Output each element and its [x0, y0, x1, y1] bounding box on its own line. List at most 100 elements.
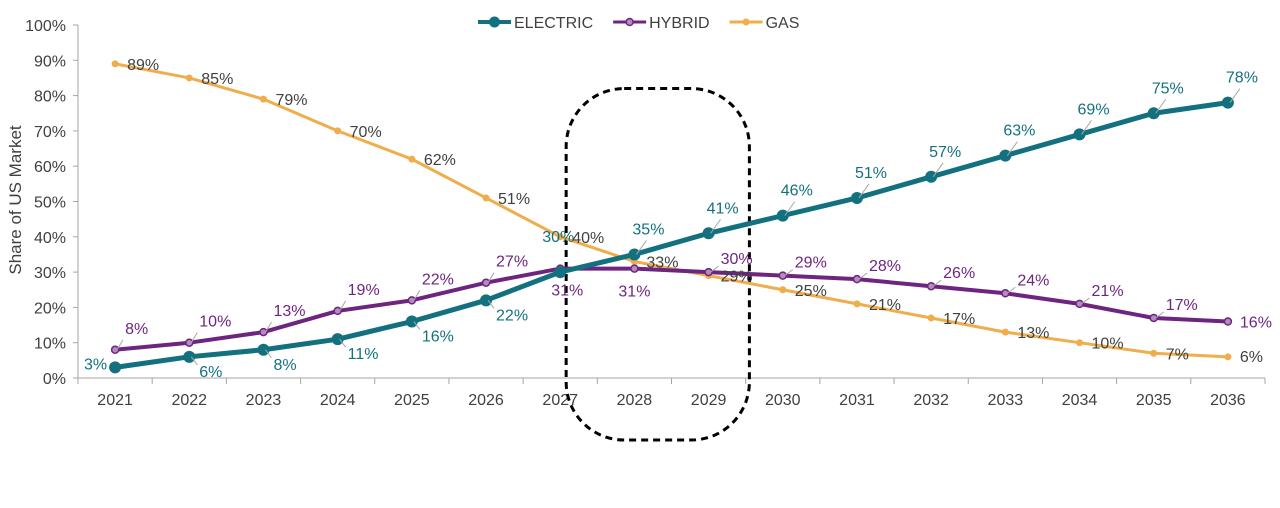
y-tick-label: 40%: [34, 230, 66, 247]
hybrid-legend-marker: [625, 17, 634, 27]
x-tick-label: 2022: [171, 392, 207, 409]
hybrid-label-leader: [190, 332, 198, 343]
electric-point: [628, 248, 641, 261]
electric-label-leader: [932, 162, 944, 178]
hybrid-point: [852, 274, 862, 284]
hybrid-label-leader: [710, 265, 719, 273]
hybrid-point: [704, 267, 713, 277]
hybrid-data-label: 21%: [1092, 283, 1124, 300]
y-tick-label: 50%: [34, 195, 66, 212]
gas-data-label: 33%: [646, 255, 678, 272]
gas-point: [1224, 353, 1232, 361]
x-tick-label: 2025: [394, 392, 430, 409]
electric-point: [850, 191, 863, 204]
electric-label-leader: [413, 321, 421, 330]
highlight-box: [564, 87, 751, 442]
hybrid-label-leader: [784, 269, 794, 277]
hybrid-label-leader: [116, 339, 124, 351]
x-tick-label: 2035: [1136, 392, 1172, 409]
gas-point: [185, 74, 193, 82]
gas-data-label: 85%: [201, 71, 233, 88]
x-tick-label: 2032: [913, 392, 949, 409]
highlight-rect: [564, 87, 751, 442]
gas-data-label: 7%: [1166, 346, 1189, 363]
electric-point: [1147, 107, 1160, 120]
hybrid-point: [926, 281, 936, 291]
hybrid-data-label: 10%: [199, 314, 231, 331]
gas-data-label: 29%: [721, 269, 753, 286]
axes: 0%10%20%30%40%50%60%70%80%90%100%2021 202…: [25, 18, 1266, 409]
electric-label-leader: [1155, 98, 1167, 114]
y-tick-label: 70%: [34, 124, 66, 141]
gas-point: [334, 127, 342, 135]
hybrid-data-label: 31%: [618, 284, 650, 301]
y-tick-label: 10%: [34, 336, 66, 353]
hybrid-series-line: [114, 266, 1229, 352]
y-tick-label: 60%: [34, 159, 66, 176]
electric-data-label: 6%: [199, 364, 222, 381]
electric-data-label: 51%: [855, 165, 887, 182]
legend: ELECTRIC HYBRID GAS: [478, 15, 799, 32]
y-tick-label: 0%: [43, 371, 66, 388]
hybrid-data-label: 24%: [1017, 272, 1049, 289]
x-tick-label: 2021: [97, 392, 133, 409]
electric-point: [702, 227, 715, 240]
y-tick-label: 100%: [25, 18, 66, 35]
gas-point: [779, 286, 787, 294]
y-tick-label: 30%: [34, 265, 66, 282]
x-tick-label: 2026: [468, 392, 504, 409]
x-tick-label: 2023: [246, 392, 282, 409]
gas-point: [556, 233, 564, 241]
hybrid-label-leader: [413, 290, 421, 301]
hybrid-point: [1075, 299, 1084, 309]
electric-data-label: 35%: [632, 221, 664, 238]
hybrid-data-label: 16%: [1240, 315, 1272, 332]
x-tick-label: 2030: [765, 392, 801, 409]
electric-data-label: 30%: [542, 229, 574, 246]
y-tick-label: 80%: [34, 89, 66, 106]
hybrid-label-leader: [1155, 311, 1165, 319]
electric-point: [405, 315, 418, 328]
hybrid-data-label: 26%: [943, 265, 975, 282]
x-tick-label: 2028: [617, 392, 653, 409]
electric-label-leader: [1006, 141, 1018, 156]
gas-data-label: 10%: [1092, 336, 1124, 353]
series-layer: [109, 60, 1234, 374]
gas-point: [927, 314, 935, 322]
electric-data-label: 46%: [781, 183, 813, 200]
hybrid-label-leader: [339, 300, 347, 312]
electric-point: [480, 294, 493, 307]
hybrid-point: [630, 264, 639, 273]
hybrid-data-label: 31%: [551, 283, 583, 300]
hybrid-label-leader: [932, 279, 942, 287]
hybrid-data-label: 19%: [348, 282, 380, 299]
hybrid-point: [1001, 289, 1010, 298]
gas-legend-label: GAS: [766, 15, 800, 32]
hybrid-data-label: 29%: [795, 255, 827, 272]
gas-data-label: 70%: [350, 124, 382, 141]
hybrid-data-label: 8%: [125, 321, 148, 338]
x-tick-label: 2031: [839, 392, 875, 409]
hybrid-point: [1149, 313, 1158, 323]
gas-point: [111, 60, 119, 68]
gas-point: [482, 194, 490, 202]
electric-point: [554, 266, 567, 279]
hybrid-point: [259, 327, 268, 337]
electric-data-label: 16%: [422, 329, 454, 346]
electric-point: [331, 333, 344, 346]
electric-data-label: 57%: [929, 144, 961, 161]
gas-data-label: 13%: [1017, 325, 1049, 342]
hybrid-point: [778, 271, 788, 280]
electric-label-leader: [265, 349, 272, 359]
hybrid-data-label: 22%: [422, 271, 454, 288]
electric-label-leader: [784, 201, 796, 216]
y-tick-label: 90%: [34, 53, 66, 70]
hybrid-label-leader: [487, 272, 495, 283]
electric-data-label: 75%: [1152, 80, 1184, 97]
gas-data-label: 17%: [943, 311, 975, 328]
hybrid-legend-label: HYBRID: [649, 15, 709, 32]
hybrid-data-label: 28%: [869, 258, 901, 275]
electric-data-label: 22%: [496, 307, 528, 324]
hybrid-data-label: 27%: [496, 254, 528, 271]
hybrid-label-leader: [858, 272, 868, 280]
